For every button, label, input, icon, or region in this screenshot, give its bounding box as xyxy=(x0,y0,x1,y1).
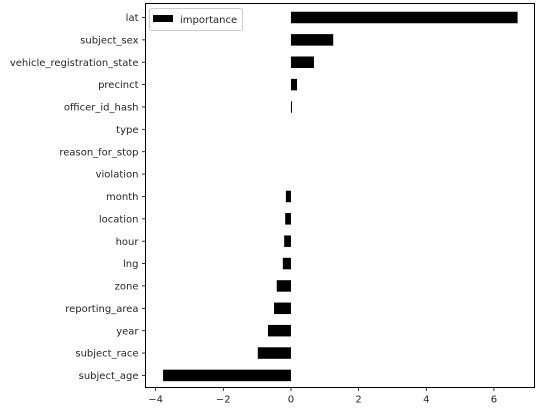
legend: importance xyxy=(149,8,243,31)
bar-subject_race xyxy=(257,347,291,359)
xtick-label-0: −4 xyxy=(148,395,163,406)
ytick-label-subject_sex: subject_sex xyxy=(80,35,138,46)
ytick-label-reason_for_stop: reason_for_stop xyxy=(59,147,138,158)
bar-location xyxy=(285,213,291,225)
ytick-label-type: type xyxy=(116,125,138,136)
ytick-label-vehicle_registration_state: vehicle_registration_state xyxy=(10,58,139,69)
ytick-label-reporting_area: reporting_area xyxy=(65,304,138,315)
ytick-label-subject_age: subject_age xyxy=(79,371,139,382)
bar-subject_age xyxy=(163,369,291,382)
bar-year xyxy=(267,324,291,337)
ytick-label-violation: violation xyxy=(96,170,139,181)
x-axis-ticks: −4 −2 0 2 4 6 xyxy=(148,387,497,406)
xtick-label-5: 6 xyxy=(491,395,497,406)
bar-month xyxy=(285,190,291,203)
bar-zone xyxy=(276,280,291,292)
ytick-label-subject_race: subject_race xyxy=(75,349,138,360)
bar-hour xyxy=(284,235,291,247)
ytick-label-month: month xyxy=(106,192,138,203)
ytick-label-year: year xyxy=(116,326,139,337)
bar-lng xyxy=(282,257,291,270)
bar-officer_id_hash xyxy=(290,101,292,113)
legend-box xyxy=(149,8,243,31)
ytick-label-lat: lat xyxy=(126,13,139,24)
legend-swatch xyxy=(153,15,173,22)
xtick-label-1: −2 xyxy=(216,395,231,406)
bars-layer xyxy=(163,11,518,382)
bar-subject_sex xyxy=(290,34,334,46)
ytick-label-lng: lng xyxy=(123,259,138,270)
plot-frame xyxy=(145,3,535,388)
ytick-label-hour: hour xyxy=(116,237,140,248)
ytick-label-officer_id_hash: officer_id_hash xyxy=(64,103,139,114)
ytick-label-zone: zone xyxy=(115,282,139,293)
ytick-label-location: location xyxy=(99,214,139,225)
bar-lat xyxy=(290,11,518,24)
bar-precinct xyxy=(290,78,298,91)
bar-reporting_area xyxy=(274,302,291,315)
legend-label: importance xyxy=(180,15,237,26)
xtick-label-4: 4 xyxy=(423,395,429,406)
xtick-label-2: 0 xyxy=(288,395,294,406)
y-axis-ticks: lat subject_sex vehicle_registration_state… xyxy=(10,13,146,382)
bar-vehicle_registration_state xyxy=(290,56,314,68)
xtick-label-3: 2 xyxy=(355,395,361,406)
ytick-label-precinct: precinct xyxy=(98,80,139,91)
